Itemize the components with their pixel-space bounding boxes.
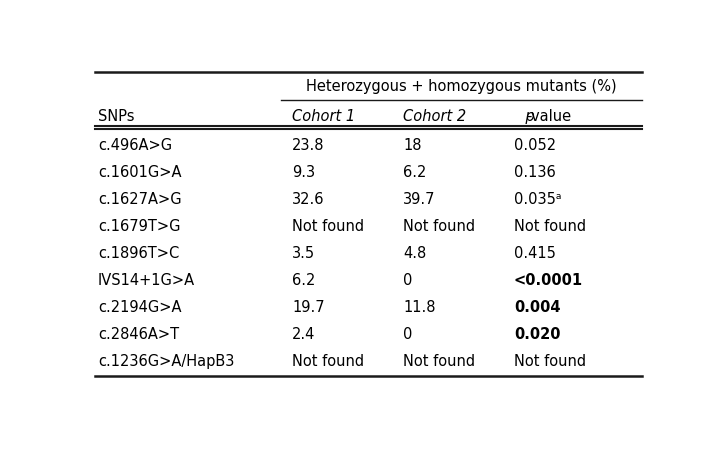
Text: 0.035ᵃ: 0.035ᵃ: [514, 192, 561, 207]
Text: 0.004: 0.004: [514, 300, 561, 315]
Text: Not found: Not found: [403, 354, 475, 369]
Text: c.1896T>C: c.1896T>C: [98, 246, 179, 261]
Text: 9.3: 9.3: [292, 165, 315, 180]
Text: 0.415: 0.415: [514, 246, 556, 261]
Text: 6.2: 6.2: [292, 273, 316, 288]
Text: Heterozygous + homozygous mutants (%): Heterozygous + homozygous mutants (%): [306, 79, 616, 94]
Text: 0.052: 0.052: [514, 138, 556, 153]
Text: c.2194G>A: c.2194G>A: [98, 300, 181, 315]
Text: 0.020: 0.020: [514, 327, 561, 342]
Text: <0.0001: <0.0001: [514, 273, 583, 288]
Text: 32.6: 32.6: [292, 192, 324, 207]
Text: c.1627A>G: c.1627A>G: [98, 192, 181, 207]
Text: c.1601G>A: c.1601G>A: [98, 165, 181, 180]
Text: c.1679T>G: c.1679T>G: [98, 219, 180, 234]
Text: p: p: [514, 109, 535, 124]
Text: -value: -value: [526, 109, 571, 124]
Text: 39.7: 39.7: [403, 192, 435, 207]
Text: 23.8: 23.8: [292, 138, 324, 153]
Text: 11.8: 11.8: [403, 300, 435, 315]
Text: 4.8: 4.8: [403, 246, 426, 261]
Text: IVS14+1G>A: IVS14+1G>A: [98, 273, 195, 288]
Text: c.1236G>A/HapB3: c.1236G>A/HapB3: [98, 354, 234, 369]
Text: c.496A>G: c.496A>G: [98, 138, 172, 153]
Text: Not found: Not found: [403, 219, 475, 234]
Text: Not found: Not found: [514, 354, 586, 369]
Text: 0: 0: [403, 273, 412, 288]
Text: 3.5: 3.5: [292, 246, 315, 261]
Text: Cohort 1: Cohort 1: [292, 109, 355, 124]
Text: 2.4: 2.4: [292, 327, 316, 342]
Text: SNPs: SNPs: [98, 109, 135, 124]
Text: 19.7: 19.7: [292, 300, 324, 315]
Text: 6.2: 6.2: [403, 165, 427, 180]
Text: Not found: Not found: [514, 219, 586, 234]
Text: 0.136: 0.136: [514, 165, 556, 180]
Text: 0: 0: [403, 327, 412, 342]
Text: Cohort 2: Cohort 2: [403, 109, 466, 124]
Text: Not found: Not found: [292, 354, 364, 369]
Text: 18: 18: [403, 138, 422, 153]
Text: c.2846A>T: c.2846A>T: [98, 327, 179, 342]
Text: Not found: Not found: [292, 219, 364, 234]
